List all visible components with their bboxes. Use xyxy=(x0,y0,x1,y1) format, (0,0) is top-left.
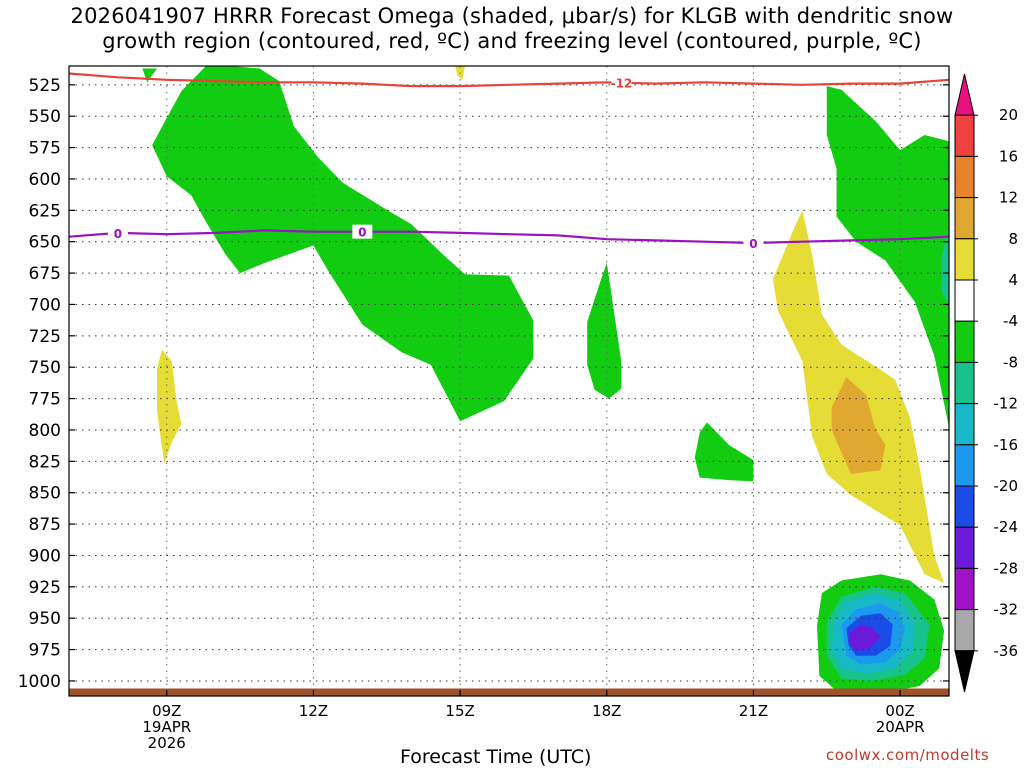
x-tick-label: 2026 xyxy=(148,734,186,752)
colorbar-segment xyxy=(954,114,975,157)
colorbar-label: -20 xyxy=(994,477,1019,495)
colorbar-segment xyxy=(954,238,975,281)
colorbar-segment xyxy=(954,485,975,528)
y-tick-label: 875 xyxy=(29,515,61,535)
contour-label-bg xyxy=(611,75,632,90)
omega-region-8 xyxy=(826,86,949,428)
colorbar-segment xyxy=(954,361,975,405)
y-tick-label: 750 xyxy=(29,358,61,378)
colorbar: 20 16 12 8 4 -4 -8 -12 -16 -20 -24 -28 -32 -36 xyxy=(954,73,1019,693)
contour-label-0-0: -12 xyxy=(611,77,633,91)
x-tick-label: 21Z xyxy=(739,702,768,720)
colorbar-bottom-triangle xyxy=(954,650,975,693)
colorbar-label: -4 xyxy=(1003,312,1018,330)
colorbar-segment xyxy=(954,403,975,446)
terrain-layer xyxy=(69,688,949,696)
x-tick-label: 20APR xyxy=(876,718,925,736)
colorbar-label: -28 xyxy=(994,559,1019,577)
colorbar-label: -8 xyxy=(1003,353,1018,371)
y-tick-label: 650 xyxy=(29,233,61,253)
contour-label-bg xyxy=(352,224,373,239)
y-tick-label: 725 xyxy=(29,327,61,347)
contour-label-bg xyxy=(743,235,764,250)
y-tick-label: 625 xyxy=(29,201,61,221)
y-tick-label: 675 xyxy=(29,264,61,284)
colorbar-label: -12 xyxy=(994,395,1019,413)
y-tick-label: 850 xyxy=(29,484,61,504)
colorbar-label: 4 xyxy=(1008,271,1018,289)
colorbar-top-triangle xyxy=(954,73,975,116)
omega-region-0 xyxy=(152,66,534,422)
contour-0 xyxy=(69,72,949,88)
y-tick-label: 900 xyxy=(29,546,61,566)
y-tick-label: 975 xyxy=(29,641,61,661)
colorbar-segment xyxy=(954,279,975,322)
colorbar-label: 12 xyxy=(999,189,1018,207)
colorbar-label: -16 xyxy=(994,436,1019,454)
colorbar-segment xyxy=(954,526,975,569)
colorbar-segment xyxy=(954,609,975,652)
contour-lines: -12 0 0 0 xyxy=(69,72,949,251)
contour-1 xyxy=(69,229,949,245)
x-tick-label: 09Z xyxy=(152,702,181,720)
colorbar-label: 8 xyxy=(1008,230,1018,248)
credit-text: coolwx.com/modelts xyxy=(826,746,990,764)
colorbar-label: -36 xyxy=(994,642,1019,660)
contour-label-1-0: 0 xyxy=(114,227,122,241)
contour-label-1-1: 0 xyxy=(358,226,366,240)
y-tick-label: 925 xyxy=(29,578,61,598)
colorbar-segment xyxy=(954,155,975,199)
x-axis-label: Forecast Time (UTC) xyxy=(400,746,592,768)
grid-lines xyxy=(69,66,949,696)
colorbar-label: 20 xyxy=(999,106,1018,124)
terrain-strip xyxy=(69,688,949,696)
colorbar-segment xyxy=(954,197,975,240)
colorbar-segment xyxy=(954,567,975,611)
omega-region-3 xyxy=(157,349,182,464)
x-tick-label: 19APR xyxy=(142,718,191,736)
y-axis: 525 550 575 600 625 650 675 700 725 750 775 800 825 8… xyxy=(18,76,949,692)
omega-region-4 xyxy=(587,263,622,399)
plot-frame xyxy=(68,65,950,697)
y-tick-label: 575 xyxy=(29,139,61,159)
y-tick-label: 1000 xyxy=(18,672,61,692)
contour-label-bg xyxy=(107,225,128,240)
colorbar-label: 16 xyxy=(999,147,1018,165)
y-tick-label: 525 xyxy=(29,76,61,96)
omega-region-15 xyxy=(848,624,881,651)
x-tick-label: 18Z xyxy=(592,702,621,720)
omega-region-5 xyxy=(694,422,754,482)
colorbar-segment xyxy=(954,444,975,487)
omega-region-9 xyxy=(941,225,949,305)
colorbar-label: -32 xyxy=(994,601,1019,619)
x-tick-label: 15Z xyxy=(445,702,474,720)
y-tick-label: 825 xyxy=(29,452,61,472)
chart-title: 2026041907 HRRR Forecast Omega (shaded, … xyxy=(70,4,954,53)
x-tick-label: 00Z xyxy=(885,702,914,720)
y-tick-label: 950 xyxy=(29,609,61,629)
y-tick-label: 700 xyxy=(29,295,61,315)
colorbar-segment xyxy=(954,320,975,363)
colorbar-label: -24 xyxy=(994,518,1019,536)
y-tick-label: 800 xyxy=(29,421,61,441)
y-tick-label: 775 xyxy=(29,390,61,410)
x-tick-label: 12Z xyxy=(299,702,328,720)
contour-label-1-2: 0 xyxy=(749,237,757,251)
y-tick-label: 550 xyxy=(29,107,61,127)
omega-shaded-regions xyxy=(142,66,949,694)
y-tick-label: 600 xyxy=(29,170,61,190)
omega-region-7 xyxy=(831,377,886,474)
